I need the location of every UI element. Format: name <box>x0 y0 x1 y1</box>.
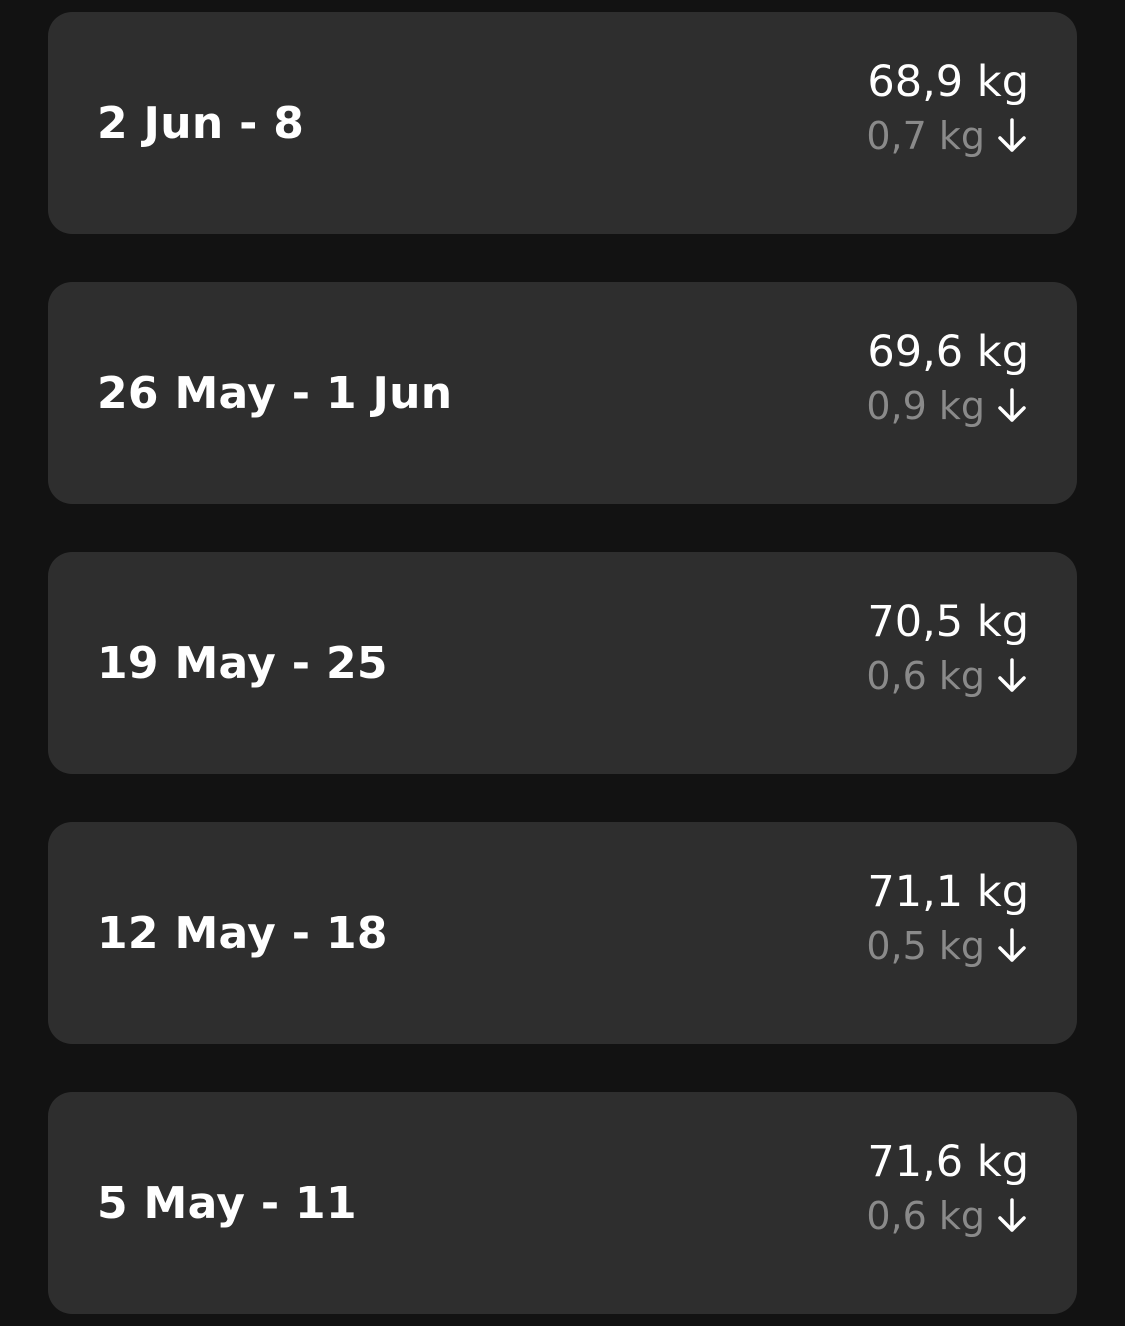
arrow-down-icon <box>998 1198 1026 1232</box>
week-row[interactable]: 12 May - 18 71,1 kg 0,5 kg <box>48 822 1077 1044</box>
week-range-label: 2 Jun - 8 <box>97 97 305 149</box>
weight-change-row: 0,7 kg <box>866 109 1029 163</box>
weight-change: 0,5 kg <box>866 924 985 968</box>
week-row[interactable]: 5 May - 11 71,6 kg 0,6 kg <box>48 1092 1077 1314</box>
week-row[interactable]: 26 May - 1 Jun 69,6 kg 0,9 kg <box>48 282 1077 504</box>
weekly-weight-list: 2 Jun - 8 68,9 kg 0,7 kg 26 May - 1 Jun … <box>48 12 1077 1314</box>
average-weight: 71,1 kg <box>867 867 1029 917</box>
weight-change: 0,9 kg <box>866 384 985 428</box>
weight-change: 0,7 kg <box>866 114 985 158</box>
weight-change-row: 0,5 kg <box>866 919 1029 973</box>
arrow-down-icon <box>998 118 1026 152</box>
average-weight: 71,6 kg <box>867 1137 1029 1187</box>
week-row[interactable]: 19 May - 25 70,5 kg 0,6 kg <box>48 552 1077 774</box>
week-range-label: 19 May - 25 <box>97 637 388 689</box>
weight-change-row: 0,6 kg <box>866 1189 1029 1243</box>
weight-change: 0,6 kg <box>866 1194 985 1238</box>
average-weight: 68,9 kg <box>867 57 1029 107</box>
week-row[interactable]: 2 Jun - 8 68,9 kg 0,7 kg <box>48 12 1077 234</box>
week-range-label: 12 May - 18 <box>97 907 388 959</box>
average-weight: 69,6 kg <box>867 327 1029 377</box>
week-values: 71,1 kg 0,5 kg <box>866 865 1029 973</box>
weight-change-row: 0,9 kg <box>866 379 1029 433</box>
week-values: 68,9 kg 0,7 kg <box>866 55 1029 163</box>
average-weight: 70,5 kg <box>867 597 1029 647</box>
week-values: 71,6 kg 0,6 kg <box>866 1135 1029 1243</box>
week-values: 69,6 kg 0,9 kg <box>866 325 1029 433</box>
arrow-down-icon <box>998 388 1026 422</box>
week-range-label: 5 May - 11 <box>97 1177 357 1229</box>
arrow-down-icon <box>998 658 1026 692</box>
weight-change: 0,6 kg <box>866 654 985 698</box>
week-values: 70,5 kg 0,6 kg <box>866 595 1029 703</box>
arrow-down-icon <box>998 928 1026 962</box>
week-range-label: 26 May - 1 Jun <box>97 367 453 419</box>
weight-change-row: 0,6 kg <box>866 649 1029 703</box>
